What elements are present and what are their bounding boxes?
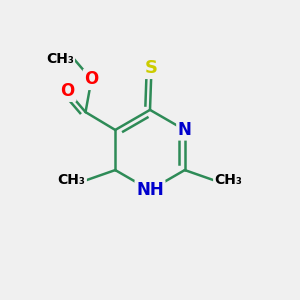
Text: CH₃: CH₃ [214,173,242,188]
Text: CH₃: CH₃ [46,52,74,66]
Text: CH₃: CH₃ [58,173,86,188]
Text: S: S [145,59,158,77]
Text: O: O [84,70,99,88]
Text: N: N [178,121,192,139]
Text: NH: NH [136,181,164,199]
Text: O: O [61,82,75,100]
